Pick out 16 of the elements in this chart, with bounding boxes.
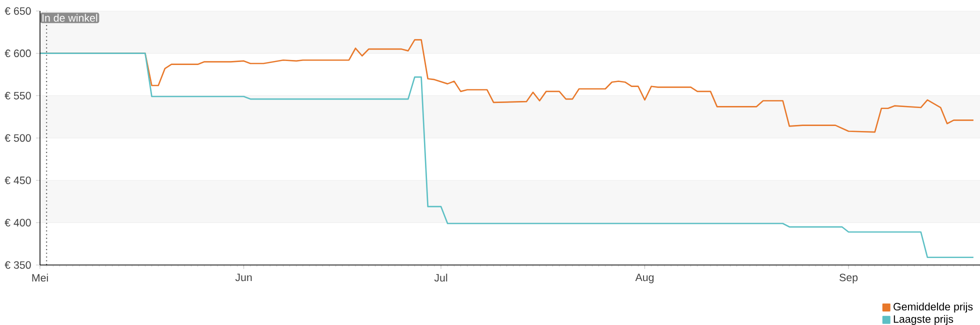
ref-line-label: In de winkel <box>42 14 98 22</box>
x-tick-label: Aug <box>635 274 654 284</box>
y-tick-label: € 550 <box>4 92 31 100</box>
x-tick-label: Mei <box>32 274 48 282</box>
legend-label: Gemiddelde prijs <box>894 302 973 313</box>
y-tick-label: € 500 <box>4 134 31 142</box>
line-series <box>39 52 974 258</box>
y-tick-label: € 450 <box>4 176 31 184</box>
y-tick-label: € 650 <box>4 7 31 15</box>
y-tick-label: € 400 <box>4 218 31 226</box>
legend-label: Laagste prijs <box>894 314 954 325</box>
y-tick-label: € 350 <box>4 261 31 269</box>
x-tick-label: Jun <box>235 274 252 282</box>
x-tick-label: Sep <box>840 274 858 284</box>
x-tick-label: Jul <box>434 274 448 282</box>
y-tick-label: € 600 <box>4 50 31 58</box>
